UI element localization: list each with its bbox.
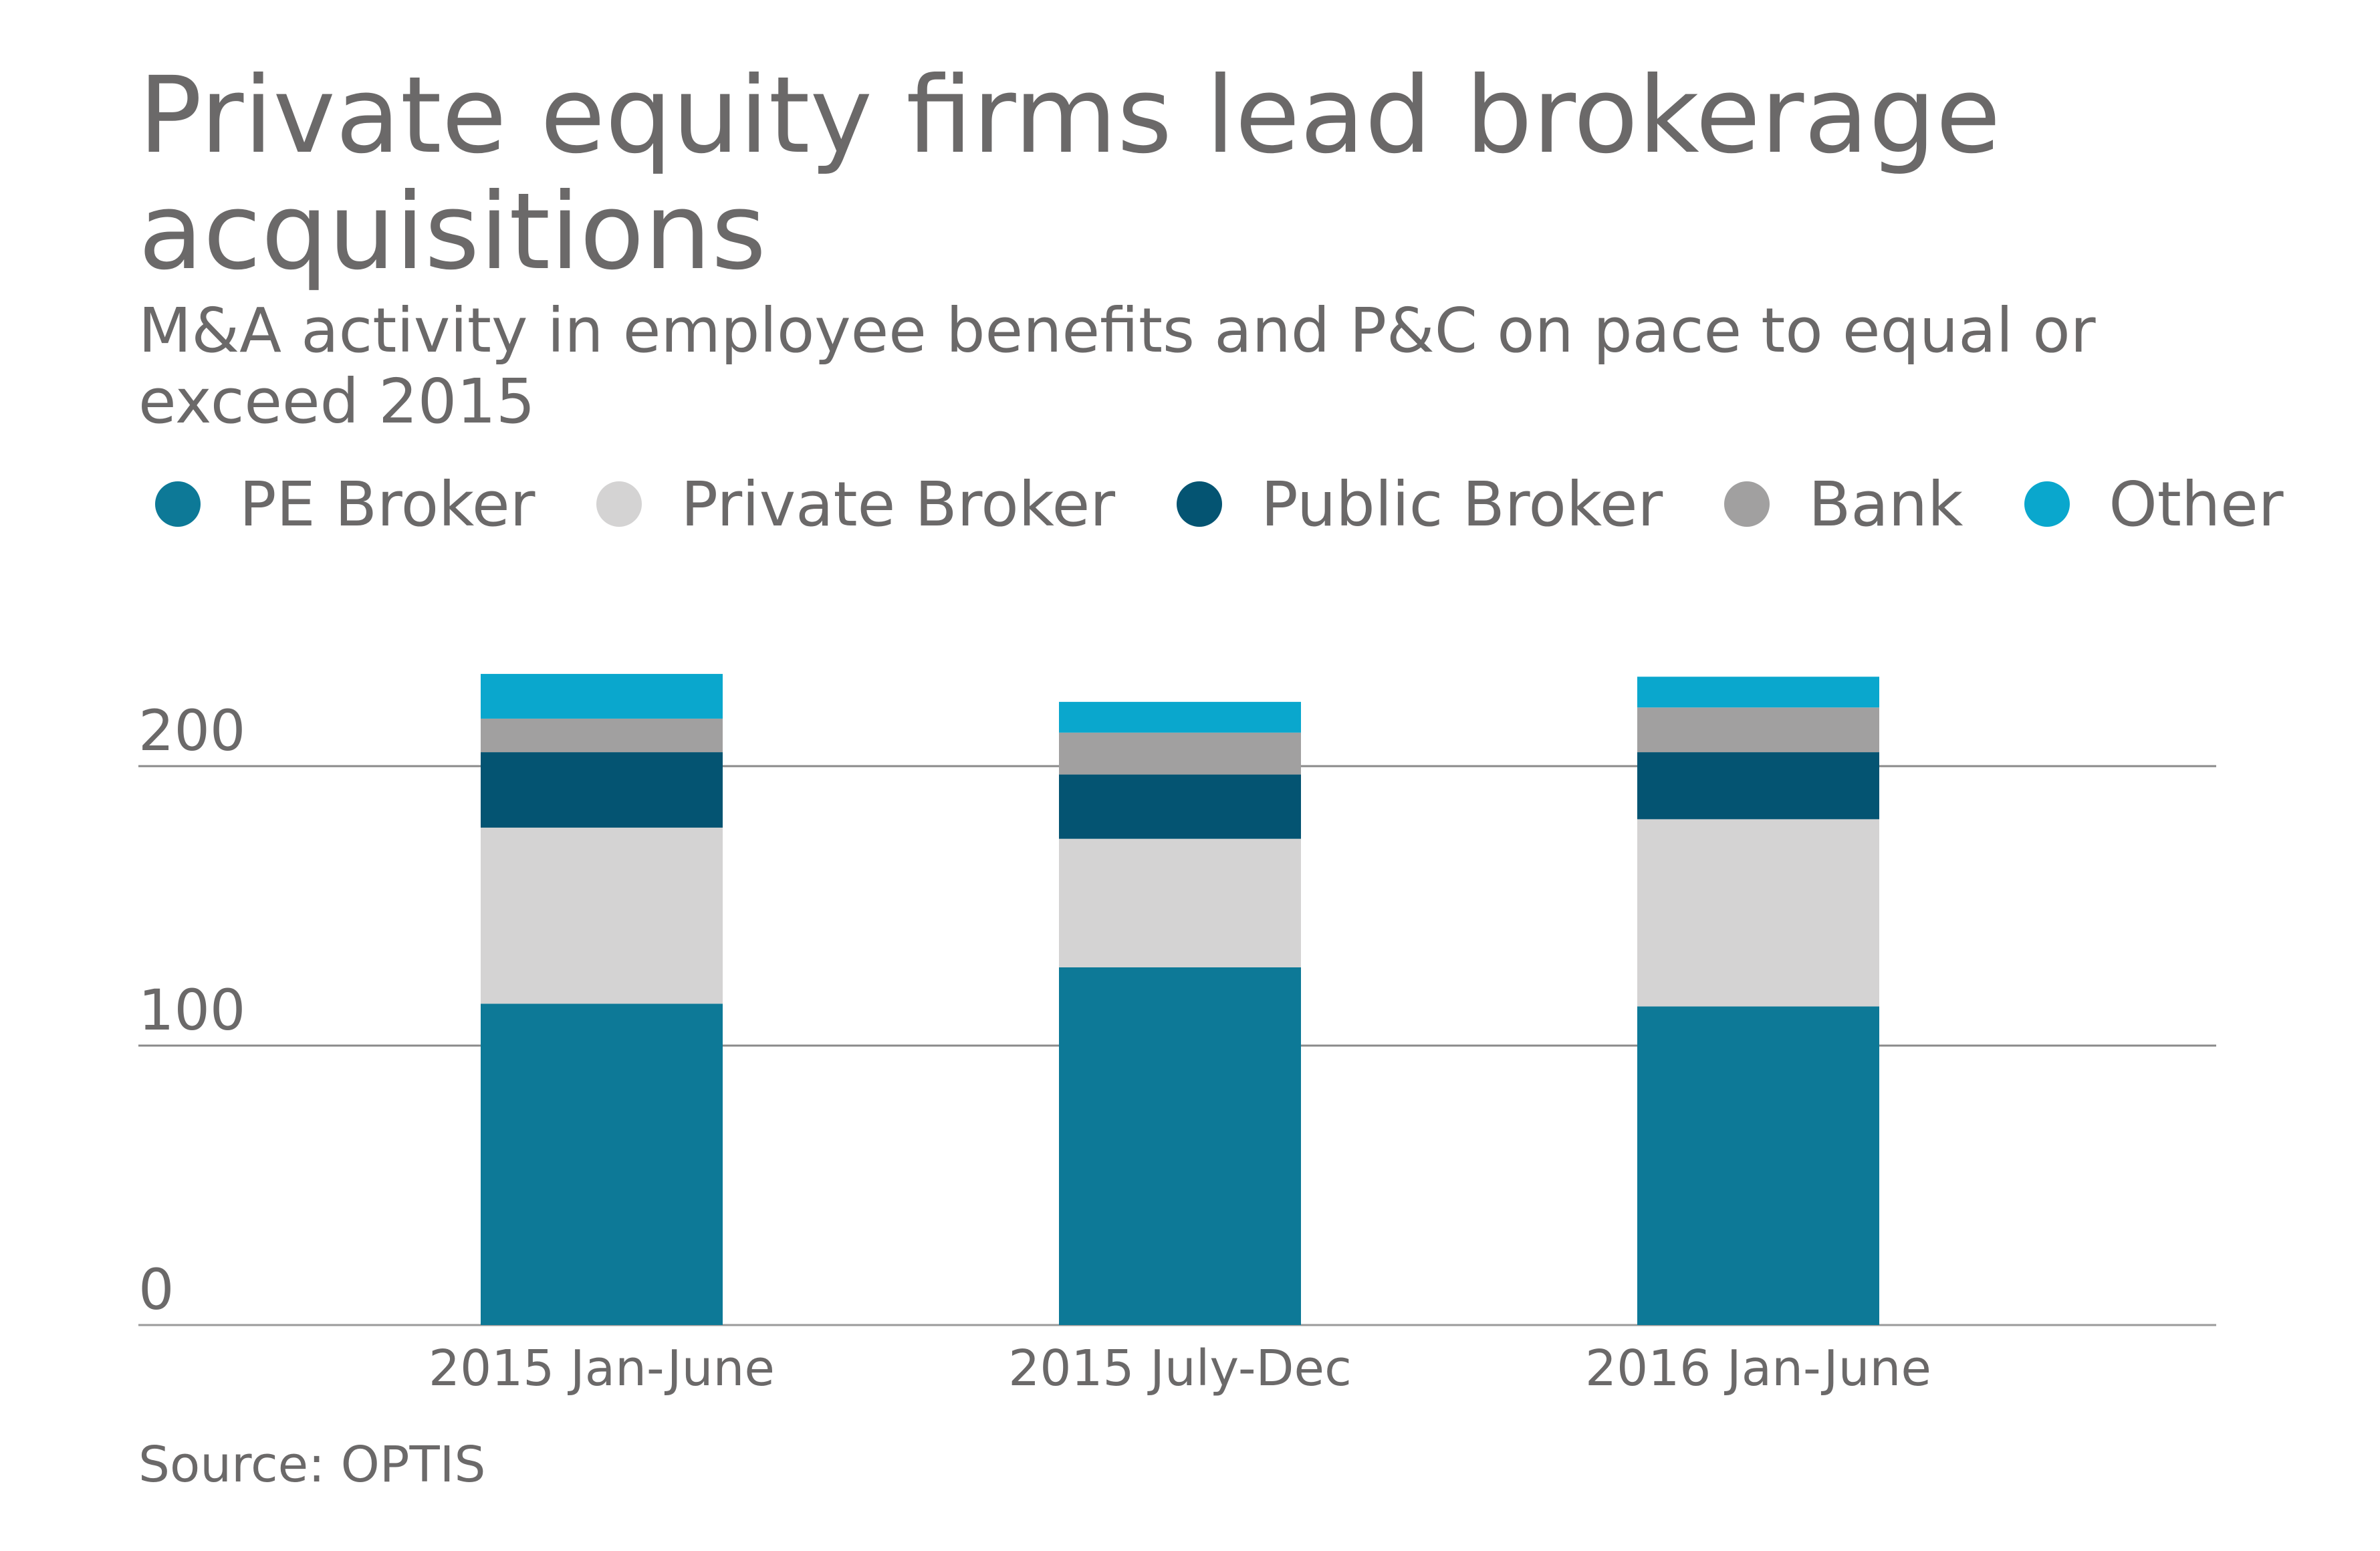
bar-segment-other-1 [481,674,723,719]
legend-item-private-broker: Private Broker [596,469,1115,540]
bar-segment-public-broker-1 [481,752,723,828]
y-tick-label-200: 200 [138,698,245,763]
legend-swatch-pe-broker [155,481,201,527]
bar-segment-bank-1 [481,718,723,753]
bar-segment-other-2 [1059,701,1301,733]
bar-segment-other-3 [1637,677,1879,708]
x-tick-label-1: 2015 Jan-June [429,1340,775,1397]
bar-segment-bank-3 [1637,707,1879,753]
bars [481,674,1879,1325]
bar-segment-pe-broker-3 [1637,1006,1879,1325]
axes: 0 100 200 2015 Jan-June 2015 July-Dec 2016 Ja… [138,698,1931,1397]
bar-segment-private-broker-2 [1059,838,1301,967]
y-tick-label-100: 100 [138,977,245,1043]
legend-item-bank: Bank [1724,469,1963,540]
legend-label-private-broker: Private Broker [681,468,1116,540]
bar-segment-bank-2 [1059,732,1301,775]
y-tick-label-0: 0 [138,1257,174,1322]
legend-label-other: Other [2109,468,2284,540]
legend-swatch-other [2024,481,2070,527]
chart-title: Private equity firms lead brokerage acqu… [138,54,2001,293]
bar-segment-public-broker-3 [1637,752,1879,820]
bar-segment-private-broker-3 [1637,819,1879,1007]
chart-subtitle: M&A activity in employee benefits and P&… [138,295,2096,437]
bar-segment-pe-broker-2 [1059,967,1301,1325]
x-tick-label-2: 2015 July-Dec [1008,1340,1352,1397]
legend-label-pe-broker: PE Broker [239,468,536,540]
legend-label-public-broker: Public Broker [1261,468,1663,540]
bar-segment-public-broker-2 [1059,774,1301,839]
legend-item-public-broker: Public Broker [1177,469,1663,540]
legend-label-bank: Bank [1808,468,1964,540]
source-note: Source: OPTIS [138,1436,486,1494]
bar-segment-private-broker-1 [481,827,723,1004]
legend-item-other: Other [2024,468,2284,540]
legend-swatch-private-broker [596,481,642,527]
x-tick-label-3: 2016 Jan-June [1585,1340,1931,1397]
legend-swatch-public-broker [1177,481,1223,527]
legend: PE Broker Private Broker Public Broker B… [155,464,2345,544]
legend-item-pe-broker: PE Broker [155,469,535,540]
legend-swatch-bank [1724,481,1770,527]
bar-segment-pe-broker-1 [481,1003,723,1325]
